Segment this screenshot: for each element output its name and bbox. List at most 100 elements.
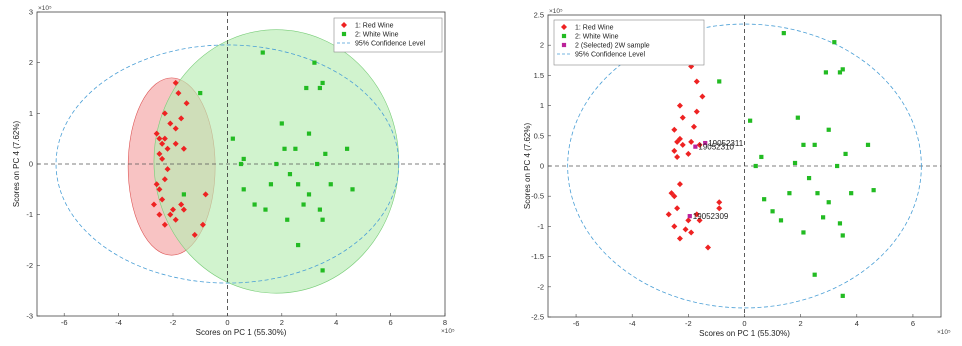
data-point xyxy=(161,110,168,117)
data-point xyxy=(287,172,293,177)
legend-box xyxy=(333,17,443,53)
x-axis-exponent: ×10⁵ xyxy=(937,329,951,336)
y-tick-label: 2 xyxy=(540,41,544,50)
data-point xyxy=(693,108,700,115)
data-point xyxy=(759,154,764,160)
legend-entry: 2 (Selected) 2W sample xyxy=(575,43,650,50)
data-point xyxy=(717,79,722,84)
data-point xyxy=(296,182,301,187)
x-axis-label: Scores on PC 1 (55.30%) xyxy=(196,328,287,337)
data-point xyxy=(164,145,171,152)
data-point xyxy=(167,120,174,127)
data-point xyxy=(238,161,244,167)
data-point xyxy=(328,182,333,187)
data-point xyxy=(296,242,301,248)
data-point xyxy=(317,85,322,91)
data-point xyxy=(301,202,306,207)
data-point xyxy=(840,293,845,298)
legend: 1: Red Wine 2: White Wine 95% Confidence L… xyxy=(333,17,443,53)
data-point xyxy=(748,118,753,123)
data-point xyxy=(199,221,206,228)
y-tick-label: -1 xyxy=(537,222,544,231)
data-point xyxy=(180,145,187,152)
data-point xyxy=(306,131,312,136)
data-point xyxy=(156,135,163,142)
data-point xyxy=(699,93,706,100)
y-tick-label: -2 xyxy=(537,282,544,291)
data-point xyxy=(716,199,723,206)
x-tick-label: 4 xyxy=(334,318,338,327)
data-point xyxy=(762,197,767,202)
x-tick-label: 2 xyxy=(799,319,803,328)
y-axis-label: Scores on PC 4 (7.62%) xyxy=(12,121,21,208)
series-1-red-wine xyxy=(150,79,209,238)
data-point xyxy=(840,67,845,72)
data-point xyxy=(175,90,182,97)
data-point xyxy=(843,151,848,157)
series-1-red-wine xyxy=(665,63,723,251)
chart-1: -6 -4 -2 0 2 4 6 8 3 2 1 0 -1 -2 -3 ×10⁵ ×10⁵ Scores on P… xyxy=(12,5,455,337)
data-point xyxy=(268,182,274,187)
x-tick-label: 4 xyxy=(855,319,859,328)
y-tick-label: -1.5 xyxy=(531,252,544,261)
data-point xyxy=(159,140,166,147)
y-tick-label: -0.5 xyxy=(531,192,544,201)
data-point xyxy=(282,146,287,151)
data-point xyxy=(320,217,325,222)
x-tick-label: 6 xyxy=(389,318,393,327)
y-tick-label: 0.5 xyxy=(534,131,544,140)
data-point xyxy=(865,142,871,147)
x-tick-label: -6 xyxy=(573,319,580,328)
data-point xyxy=(241,156,246,162)
y-tick-label: -3 xyxy=(26,312,33,321)
x-tick-label: -2 xyxy=(685,319,692,328)
data-point xyxy=(832,40,837,45)
confidence-ellipse-95 xyxy=(55,44,400,284)
x-tick-label: 2 xyxy=(280,318,284,327)
data-point xyxy=(821,215,826,220)
y-axis-exponent: ×10⁵ xyxy=(38,5,52,12)
legend-entry: 2: White Wine xyxy=(355,32,399,39)
data-point xyxy=(812,272,817,277)
data-point xyxy=(156,150,163,157)
confidence-ellipse-95 xyxy=(567,23,922,309)
legend-swatch-diamond xyxy=(341,22,347,28)
data-point xyxy=(317,207,322,212)
data-point xyxy=(679,141,686,148)
data-point xyxy=(153,130,160,137)
data-point xyxy=(753,163,758,169)
data-point xyxy=(671,126,678,133)
data-point xyxy=(285,217,290,222)
data-point xyxy=(812,142,817,147)
y-tick-label: 1.5 xyxy=(534,71,544,80)
data-point xyxy=(304,85,309,91)
data-point xyxy=(191,231,198,238)
x-tick-label: 6 xyxy=(911,319,915,328)
data-point xyxy=(252,202,257,207)
data-point xyxy=(293,146,298,151)
data-point xyxy=(703,140,708,146)
data-point xyxy=(178,201,185,208)
legend-box xyxy=(553,19,705,66)
data-point xyxy=(161,135,168,142)
legend-entry: 1: Red Wine xyxy=(575,25,614,32)
y-tick-label: -2 xyxy=(26,261,33,270)
data-point xyxy=(696,217,703,224)
data-point xyxy=(183,100,190,107)
data-point xyxy=(696,141,703,148)
data-point xyxy=(674,205,681,212)
data-point xyxy=(770,209,775,214)
data-point xyxy=(815,191,820,196)
data-point xyxy=(688,138,695,145)
y-tick-label: 2.5 xyxy=(534,11,544,20)
legend-swatch-square xyxy=(561,42,567,48)
data-point xyxy=(837,221,843,226)
data-point xyxy=(161,221,168,228)
data-point xyxy=(823,70,829,75)
data-point xyxy=(837,70,843,75)
group-ellipse-white-wine xyxy=(153,29,400,294)
data-point xyxy=(792,160,798,166)
data-point xyxy=(156,211,163,218)
